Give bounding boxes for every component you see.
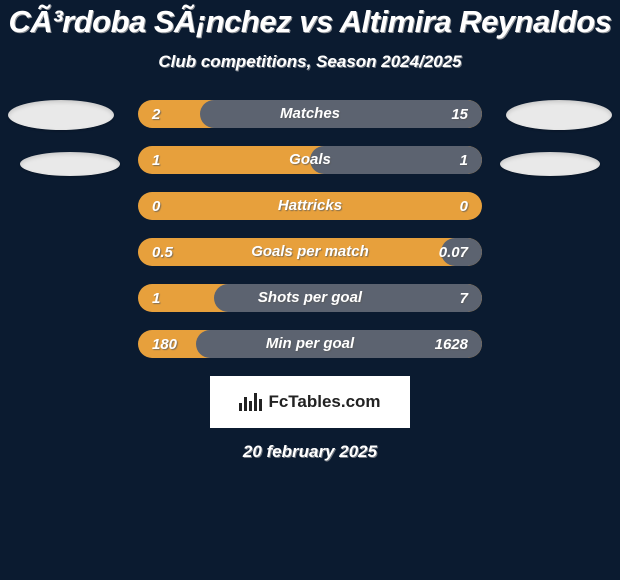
stat-value-right: 15 bbox=[451, 100, 468, 128]
stat-row: Goals1 1 bbox=[138, 146, 482, 174]
player-right-oval-2 bbox=[500, 152, 600, 176]
stat-value-left: 2 bbox=[152, 100, 160, 128]
stat-row: Shots per goal1 7 bbox=[138, 284, 482, 312]
stat-value-right: 1 bbox=[460, 146, 468, 174]
stat-row: Hattricks0 0 bbox=[138, 192, 482, 220]
player-left-oval-2 bbox=[20, 152, 120, 176]
page-title: CÃ³rdoba SÃ¡nchez vs Altimira Reynaldos bbox=[0, 4, 620, 40]
stat-row: Min per goal180 1628 bbox=[138, 330, 482, 358]
chart-icon bbox=[239, 393, 262, 411]
stat-label: Shots per goal bbox=[138, 284, 482, 312]
player-left-oval-1 bbox=[8, 100, 114, 130]
player-right-oval-1 bbox=[506, 100, 612, 130]
page-subtitle: Club competitions, Season 2024/2025 bbox=[0, 52, 620, 72]
stat-label: Goals bbox=[138, 146, 482, 174]
stat-value-right: 0.07 bbox=[439, 238, 468, 266]
stat-value-left: 0.5 bbox=[152, 238, 173, 266]
stat-value-right: 1628 bbox=[435, 330, 468, 358]
stat-value-left: 1 bbox=[152, 284, 160, 312]
stat-row: Goals per match0.5 0.07 bbox=[138, 238, 482, 266]
logo-text: FcTables.com bbox=[268, 392, 380, 412]
stat-row: Matches2 15 bbox=[138, 100, 482, 128]
stat-value-left: 1 bbox=[152, 146, 160, 174]
comparison-card: CÃ³rdoba SÃ¡nchez vs Altimira Reynaldos … bbox=[0, 0, 620, 580]
stats-area: Matches215Goals11Hattricks00Goals per ma… bbox=[0, 100, 620, 358]
stat-value-left: 180 bbox=[152, 330, 177, 358]
stat-label: Goals per match bbox=[138, 238, 482, 266]
stat-bars: Matches215Goals11Hattricks00Goals per ma… bbox=[138, 100, 482, 358]
stat-label: Matches bbox=[138, 100, 482, 128]
stat-value-right: 0 bbox=[460, 192, 468, 220]
stat-label: Hattricks bbox=[138, 192, 482, 220]
footer-date: 20 february 2025 bbox=[0, 442, 620, 462]
stat-label: Min per goal bbox=[138, 330, 482, 358]
stat-value-right: 7 bbox=[460, 284, 468, 312]
stat-value-left: 0 bbox=[152, 192, 160, 220]
logo-box: FcTables.com bbox=[210, 376, 410, 428]
